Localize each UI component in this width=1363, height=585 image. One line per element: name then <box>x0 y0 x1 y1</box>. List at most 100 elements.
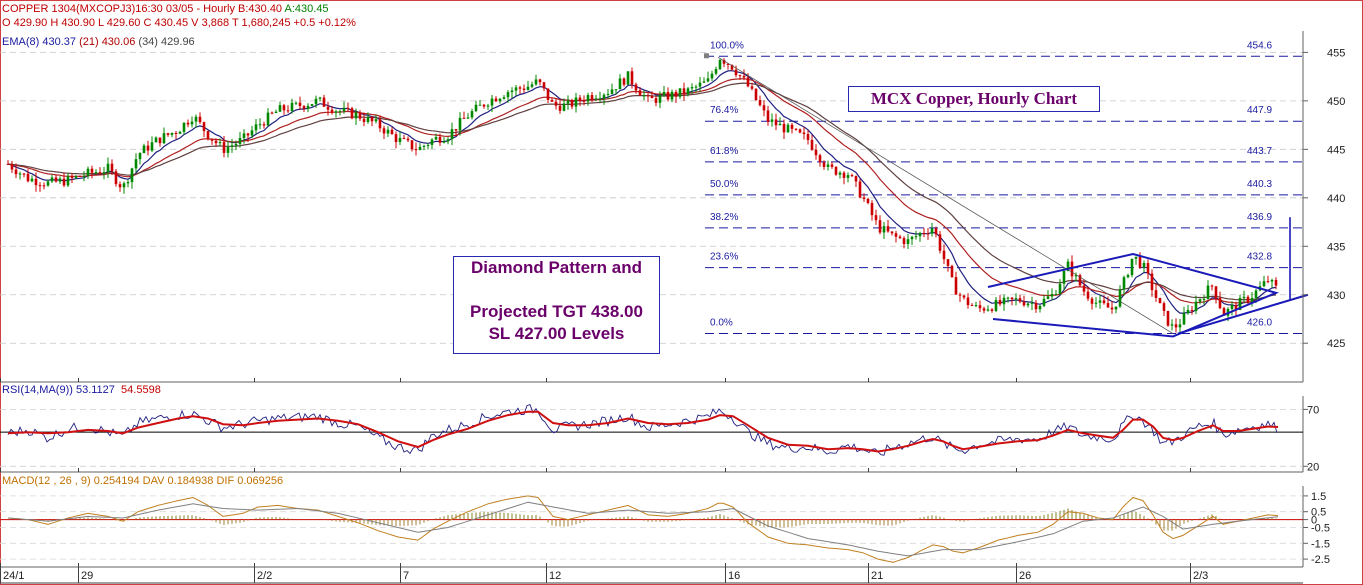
pattern-annotation: Diamond Pattern and Projected TGT 438.00… <box>453 256 660 354</box>
candle-body <box>1070 261 1074 277</box>
candle-body <box>594 98 598 100</box>
candle-body <box>194 116 198 122</box>
candle-body <box>958 294 962 296</box>
candle-body <box>354 112 358 119</box>
candle-body <box>250 130 254 136</box>
candle-body <box>386 129 390 134</box>
macd-y-tick-label: 0.5 <box>1311 507 1326 519</box>
candle-body <box>734 69 738 76</box>
macd-legend: MACD(12 , 26 , 9) 0.254194 DAV 0.184938 … <box>2 475 283 488</box>
candle-body <box>330 109 334 113</box>
candle-body <box>178 131 182 134</box>
candle-body <box>810 139 814 150</box>
candle-body <box>882 226 886 233</box>
candle-body <box>34 178 38 186</box>
price-y-tick-label: 435 <box>1327 241 1345 253</box>
candle-body <box>750 86 754 89</box>
candle-body <box>1234 305 1238 310</box>
fib-level-label: 38.2% <box>710 212 738 223</box>
candle-body <box>1202 298 1206 300</box>
candle-body <box>982 308 986 311</box>
interval-label: - Hourly <box>196 3 235 15</box>
candle-body <box>1130 258 1134 276</box>
candle-body <box>314 98 318 105</box>
candle-body <box>510 90 514 93</box>
fib-level-label: 76.4% <box>710 105 738 116</box>
candle-body <box>634 84 638 91</box>
candle-body <box>1198 299 1202 302</box>
candle-body <box>894 233 898 237</box>
candle-body <box>834 166 838 175</box>
candle-body <box>130 168 134 183</box>
candle-body <box>1238 298 1242 310</box>
ohlc-label: O 429.90 H 430.90 L 429.60 C 430.45 V 3,… <box>2 17 356 29</box>
candle-body <box>554 101 558 106</box>
price-y-tick-label: 430 <box>1327 290 1345 302</box>
candle-body <box>298 102 302 107</box>
candle-body <box>122 183 126 188</box>
candle-body <box>586 95 590 102</box>
candle-body <box>138 153 142 160</box>
candle-body <box>614 89 618 91</box>
candle-body <box>974 305 978 307</box>
candle-body <box>986 309 990 311</box>
candle-body <box>706 78 710 82</box>
candle-body <box>1262 281 1266 287</box>
fib-anchor-marker <box>704 53 709 59</box>
fib-value-label: 436.9 <box>1247 212 1272 223</box>
macd-y-tick-label: -0.5 <box>1311 523 1330 535</box>
candle-body <box>526 86 530 90</box>
rsi-y-tick-label: 70 <box>1307 404 1319 416</box>
candle-body <box>418 146 422 150</box>
candle-body <box>854 176 858 182</box>
candle-body <box>426 144 430 146</box>
candle-body <box>534 79 538 85</box>
candle-body <box>922 232 926 234</box>
candle-body <box>262 124 266 126</box>
candle-body <box>1150 273 1154 291</box>
ema34-value: 429.96 <box>161 36 195 48</box>
candle-body <box>1242 296 1246 299</box>
candle-body <box>66 176 70 186</box>
candle-body <box>694 86 698 88</box>
candle-body <box>454 129 458 131</box>
fib-value-label: 426.0 <box>1247 318 1272 329</box>
candle-body <box>538 79 542 83</box>
candle-body <box>70 176 74 178</box>
candle-body <box>1270 279 1274 282</box>
symbol-label: COPPER 1304(MXCOPJ3)16:30 03/05 <box>2 3 194 15</box>
candle-body <box>742 75 746 78</box>
candle-body <box>618 78 622 90</box>
candle-body <box>46 181 50 186</box>
candle-body <box>162 133 166 144</box>
candle-body <box>778 123 782 126</box>
candle-body <box>1170 324 1174 326</box>
candle-body <box>730 64 734 70</box>
candle-body <box>530 84 534 87</box>
candle-body <box>1182 313 1186 325</box>
fib-level-label: 23.6% <box>710 252 738 263</box>
price-y-tick-label: 440 <box>1327 193 1345 205</box>
candle-body <box>254 124 258 131</box>
rsi-ma-value: 54.5598 <box>121 384 161 396</box>
candle-body <box>370 117 374 122</box>
candle-body <box>190 121 194 125</box>
candle-body <box>142 145 146 154</box>
candle-body <box>726 63 730 65</box>
candle-body <box>1158 297 1162 304</box>
macd-line <box>7 495 1279 563</box>
candle-body <box>802 132 806 135</box>
candle-body <box>94 172 98 174</box>
candle-body <box>650 96 654 99</box>
candle-body <box>278 105 282 112</box>
fib-level-label: 100.0% <box>710 40 744 51</box>
candle-body <box>242 133 246 139</box>
candle-body <box>566 100 570 104</box>
candle-body <box>154 137 158 143</box>
candle-body <box>590 95 594 100</box>
candle-body <box>862 197 866 199</box>
diamond-pattern <box>987 253 1280 338</box>
candle-body <box>1122 277 1126 290</box>
candle-body <box>110 163 114 172</box>
candle-body <box>430 139 434 145</box>
